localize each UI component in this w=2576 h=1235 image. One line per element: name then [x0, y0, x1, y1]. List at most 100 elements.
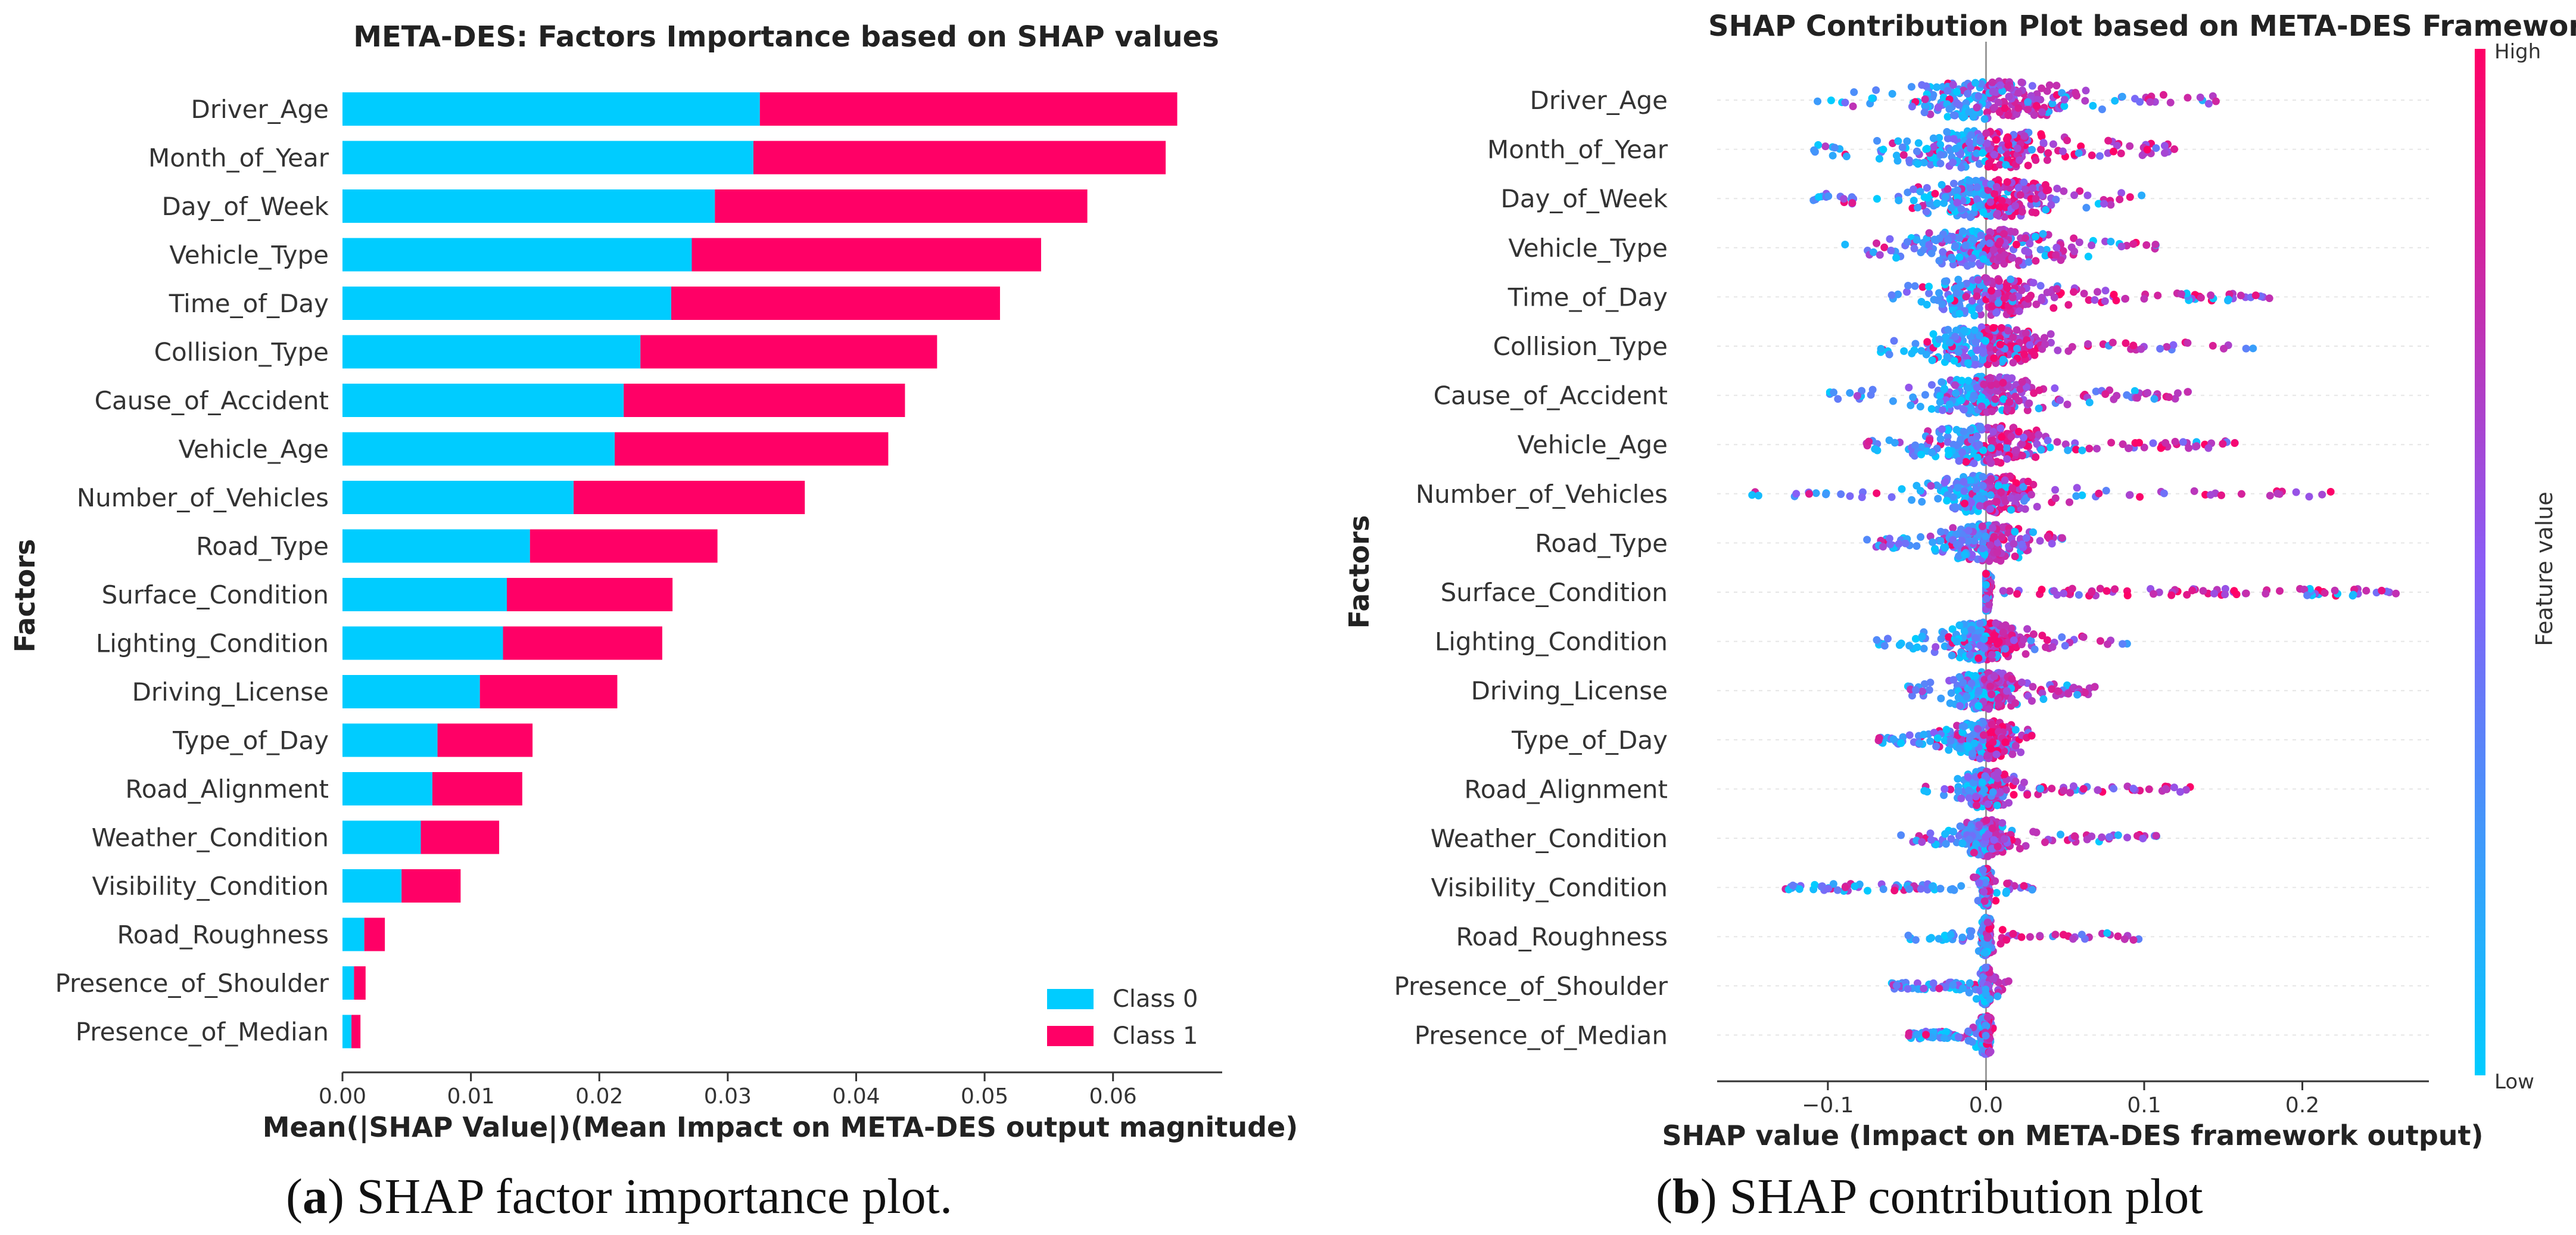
- shap-point: [1926, 737, 1935, 745]
- shap-point: [1966, 476, 1974, 484]
- shap-point: [2073, 484, 2081, 492]
- bar-class1: [529, 529, 718, 563]
- shap-point: [1930, 545, 1939, 553]
- shap-point: [1947, 835, 1955, 843]
- shap-point: [1925, 289, 1933, 297]
- shap-point: [1885, 534, 1893, 543]
- shap-point: [2024, 295, 2032, 303]
- shap-point: [1970, 739, 1979, 748]
- shap-point: [1934, 103, 1942, 111]
- shap-point: [1870, 248, 1878, 256]
- shap-point: [2104, 136, 2113, 145]
- shap-point: [1988, 302, 1996, 310]
- shap-point: [1754, 491, 1762, 500]
- shap-point: [1901, 539, 1910, 547]
- shap-point: [1943, 86, 1952, 95]
- right-category-label: Cause_of_Accident: [1434, 381, 1668, 410]
- bar-class0: [342, 820, 421, 854]
- shap-point: [2125, 491, 2133, 499]
- shap-point: [1975, 160, 1983, 168]
- legend-label-class0: Class 0: [1113, 985, 1198, 1013]
- left-category-label: Driver_Age: [191, 95, 329, 124]
- right-category-label: Presence_of_Shoulder: [1394, 972, 1668, 1001]
- shap-point: [1945, 450, 1953, 459]
- shap-point: [1998, 533, 2006, 542]
- shap-point: [1994, 482, 2002, 490]
- left-legend: Class 0 Class 1: [1047, 985, 1198, 1050]
- shap-point: [1917, 450, 1926, 459]
- shap-point: [2171, 437, 2179, 446]
- shap-point: [2002, 687, 2011, 695]
- shap-point: [1927, 249, 1936, 257]
- shap-point: [2211, 97, 2220, 105]
- shap-point: [2242, 589, 2250, 598]
- right-category-label: Lighting_Condition: [1435, 627, 1668, 657]
- shap-point: [2007, 506, 2016, 514]
- shap-point: [2032, 156, 2040, 164]
- shap-point: [1834, 395, 1842, 403]
- shap-point: [1985, 705, 1993, 713]
- shap-point: [1921, 391, 1929, 399]
- shap-point: [1925, 686, 1933, 694]
- shap-point: [1992, 889, 2001, 897]
- shap-point: [1943, 236, 1952, 244]
- shap-point: [1983, 751, 1992, 760]
- shap-point: [2002, 887, 2011, 895]
- shap-point: [1911, 282, 1919, 290]
- shap-point: [1978, 779, 1986, 787]
- right-category-label: Surface_Condition: [1441, 578, 1668, 607]
- shap-point: [2003, 879, 2011, 888]
- shap-point: [1964, 527, 1973, 535]
- shap-point: [1968, 749, 1977, 758]
- shap-point: [1833, 886, 1842, 894]
- left-category-label: Collision_Type: [154, 338, 329, 367]
- shap-point: [2018, 207, 2026, 216]
- right-category-label: Day_of_Week: [1501, 184, 1668, 213]
- left-category-label: Visibility_Condition: [92, 872, 329, 901]
- shap-point: [1962, 279, 1970, 288]
- shap-point: [2083, 835, 2091, 844]
- shap-point: [1958, 377, 1966, 385]
- shap-point: [1998, 87, 2007, 95]
- shap-point: [1940, 277, 1949, 285]
- shap-point: [1926, 160, 1935, 169]
- shap-point: [1999, 356, 2007, 364]
- shap-point: [2110, 785, 2118, 793]
- shap-point: [2031, 232, 2039, 241]
- shap-point: [1955, 552, 1963, 561]
- shap-point: [1897, 739, 1905, 747]
- shap-point: [1900, 347, 1908, 355]
- shap-point: [2038, 632, 2047, 640]
- shap-point: [2080, 689, 2089, 697]
- right-category-label: Collision_Type: [1493, 332, 1668, 361]
- left-category-label: Presence_of_Median: [76, 1018, 329, 1047]
- shap-point: [1955, 832, 1963, 840]
- shap-point: [1940, 544, 1949, 552]
- shap-point: [2100, 200, 2108, 208]
- shap-point: [2017, 78, 2026, 86]
- shap-point: [1986, 198, 1995, 206]
- shap-point: [2017, 748, 2025, 757]
- shap-point: [1993, 801, 2001, 810]
- shap-point: [2013, 110, 2021, 119]
- shap-point: [2004, 111, 2013, 119]
- shap-point: [1996, 788, 2004, 797]
- shap-point: [1957, 882, 1966, 890]
- shap-point: [1789, 881, 1797, 889]
- shap-point: [2036, 245, 2045, 254]
- shap-point: [1970, 326, 1979, 334]
- shap-point: [1966, 176, 1974, 185]
- shap-point: [2142, 241, 2151, 249]
- shap-point: [2094, 288, 2102, 296]
- shap-point: [1879, 145, 1887, 154]
- shap-point: [1894, 137, 1902, 145]
- shap-point: [2362, 587, 2371, 595]
- shap-point: [1914, 160, 1922, 168]
- shap-point: [2024, 477, 2032, 486]
- shap-point: [2009, 359, 2017, 367]
- shap-point: [2047, 338, 2055, 347]
- shap-point: [2020, 350, 2029, 359]
- shap-point: [2002, 483, 2010, 491]
- shap-point: [1999, 379, 2007, 387]
- shap-point: [2111, 585, 2119, 593]
